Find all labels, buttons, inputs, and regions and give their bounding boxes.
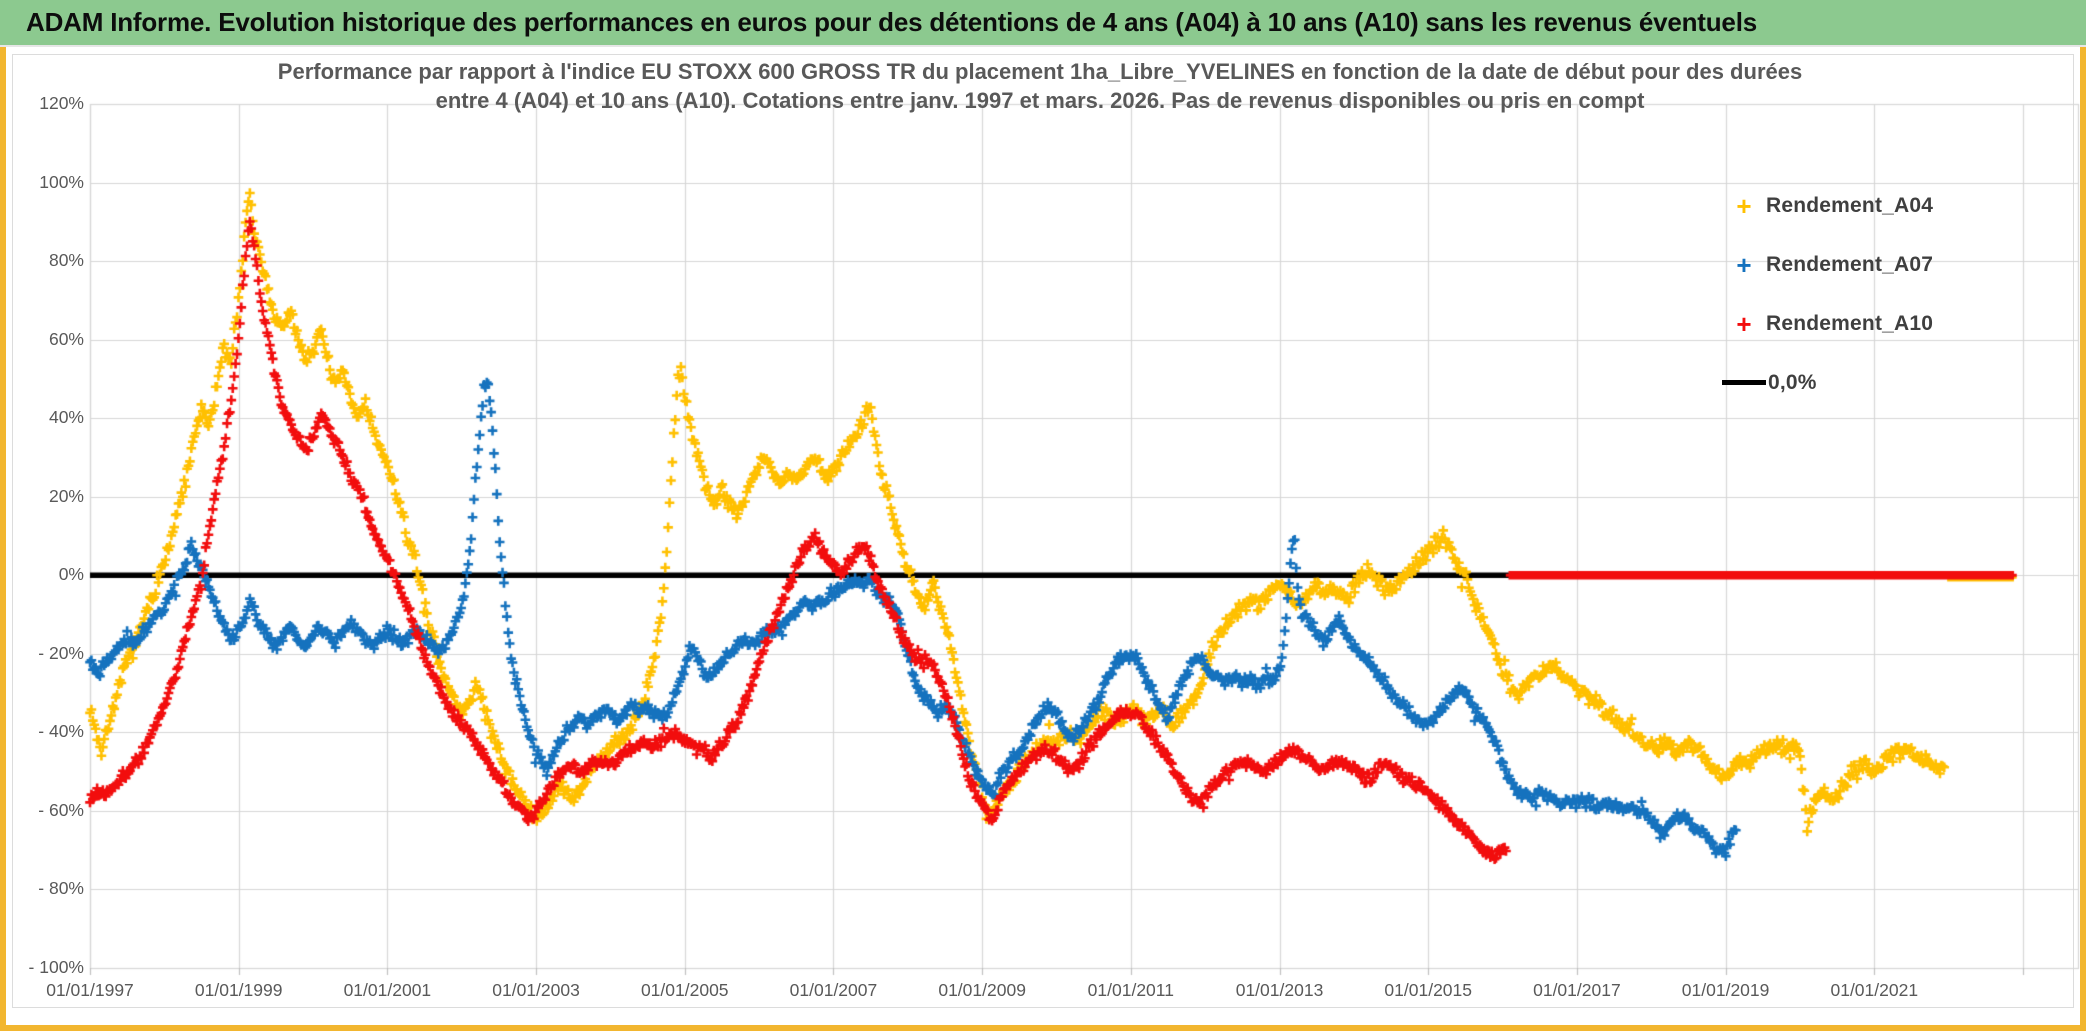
y-axis-tick-label: 60% xyxy=(48,328,84,349)
x-axis-tick-label: 01/01/2009 xyxy=(938,980,1026,1000)
y-axis-tick-label: 40% xyxy=(48,407,84,428)
y-axis-tick-label: - 40% xyxy=(38,721,84,742)
y-axis-tick-label: 80% xyxy=(48,250,84,271)
legend-item-zero-line: 0,0% xyxy=(1722,353,1933,412)
legend-item-rendement-a07: + Rendement_A07 xyxy=(1722,235,1933,294)
x-axis-tick-label: 01/01/2015 xyxy=(1384,980,1473,1000)
zero-line-swatch xyxy=(1722,380,1766,385)
chart-title-line2: entre 4 (A04) et 10 ans (A10). Cotations… xyxy=(435,88,1645,113)
legend-label: 0,0% xyxy=(1768,370,1817,394)
plus-marker-icon: + xyxy=(1736,308,1752,339)
x-axis-tick-label: 01/01/2005 xyxy=(640,980,729,1000)
y-axis-tick-label: - 60% xyxy=(38,799,84,820)
y-axis-tick-label: 120% xyxy=(39,93,84,113)
plus-marker-icon: + xyxy=(1736,249,1752,280)
y-axis-tick-label: - 100% xyxy=(28,957,84,977)
x-axis-tick-label: 01/01/1997 xyxy=(46,980,134,1000)
x-axis-tick-label: 01/01/2011 xyxy=(1087,980,1174,1000)
legend-label: Rendement_A10 xyxy=(1766,311,1934,335)
chart-legend: + Rendement_A04 + Rendement_A07 + Rendem… xyxy=(1722,176,1933,412)
x-axis-tick-label: 01/01/2013 xyxy=(1235,980,1324,1000)
x-axis-tick-label: 01/01/1999 xyxy=(194,980,283,1000)
y-axis-tick-label: 0% xyxy=(58,564,84,585)
x-axis-tick-label: 01/01/2021 xyxy=(1830,980,1919,1000)
x-axis-tick-label: 01/01/2003 xyxy=(492,980,580,1000)
y-axis-tick-label: 20% xyxy=(48,485,84,506)
y-axis-tick-label: 100% xyxy=(39,171,84,192)
x-axis-tick-label: 01/01/2017 xyxy=(1533,980,1621,1000)
x-axis-tick-label: 01/01/2019 xyxy=(1681,980,1770,1000)
legend-item-rendement-a04: + Rendement_A04 xyxy=(1722,176,1933,235)
chart-title-line1: Performance par rapport à l'indice EU ST… xyxy=(277,59,1803,84)
legend-label: Rendement_A07 xyxy=(1766,252,1934,276)
plus-marker-icon: + xyxy=(1736,190,1752,221)
x-axis-tick-label: 01/01/2007 xyxy=(789,980,878,1000)
y-axis-tick-label: - 20% xyxy=(38,642,84,663)
chart-title: Performance par rapport à l'indice EU ST… xyxy=(90,57,1990,115)
legend-label: Rendement_A04 xyxy=(1766,193,1934,217)
x-axis-tick-label: 01/01/2001 xyxy=(343,980,432,1000)
legend-item-rendement-a10: + Rendement_A10 xyxy=(1722,294,1933,353)
y-axis-tick-label: - 80% xyxy=(38,878,84,899)
